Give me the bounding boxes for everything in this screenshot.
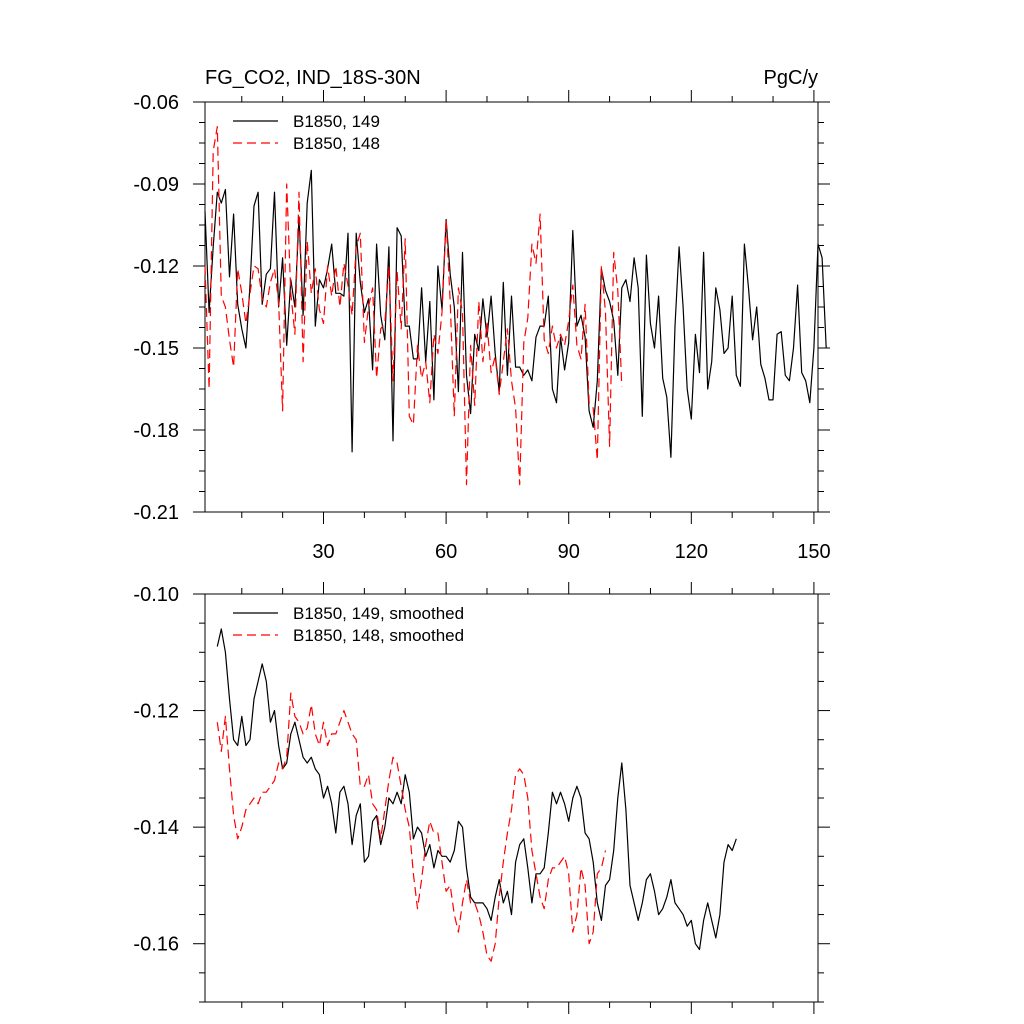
bottom-legend: B1850, 149, smoothed B1850, 148, smoothed bbox=[233, 604, 464, 645]
legend-label-2: B1850, 148 bbox=[293, 134, 380, 153]
y-tick-label: -0.06 bbox=[133, 92, 179, 114]
legend-label-1: B1850, 149 bbox=[293, 112, 380, 131]
x-tick-label: 150 bbox=[797, 541, 830, 563]
series-line-1 bbox=[204, 169, 827, 458]
y-tick-label: -0.14 bbox=[133, 817, 179, 839]
y-tick-label: -0.18 bbox=[133, 420, 179, 442]
x-tick-label: 120 bbox=[675, 541, 708, 563]
series-line-2 bbox=[204, 125, 623, 486]
chart-units-label: PgC/y bbox=[764, 67, 818, 89]
y-tick-label: -0.16 bbox=[133, 934, 179, 956]
y-tick-label: -0.12 bbox=[133, 256, 179, 278]
y-tick-label: -0.21 bbox=[133, 502, 179, 524]
series-line-1 bbox=[216, 628, 737, 951]
top-legend: B1850, 149 B1850, 148 bbox=[233, 112, 380, 153]
y-tick-label: -0.10 bbox=[133, 584, 179, 606]
y-tick-label: -0.09 bbox=[133, 174, 179, 196]
top-axis-ticks bbox=[193, 90, 830, 524]
x-tick-label: 90 bbox=[558, 541, 580, 563]
bottom-axis-ticks bbox=[193, 582, 830, 1014]
top-chart-panel: FG_CO2, IND_18S-30N PgC/y -0.06 -0.09 -0.1… bbox=[133, 67, 830, 563]
legend-label-2: B1850, 148, smoothed bbox=[293, 626, 464, 645]
bottom-series-lines bbox=[216, 628, 737, 962]
series-line-2 bbox=[216, 692, 607, 962]
chart-title-left: FG_CO2, IND_18S-30N bbox=[205, 67, 421, 89]
y-tick-label: -0.15 bbox=[133, 338, 179, 360]
x-tick-label: 30 bbox=[312, 541, 334, 563]
top-series-lines bbox=[204, 125, 827, 486]
bottom-chart-panel: -0.10 -0.12 -0.14 -0.16 B1850, 149, smoothe… bbox=[133, 582, 830, 1014]
top-x-tick-labels: 30 60 90 120 150 bbox=[312, 541, 830, 563]
x-tick-label: 60 bbox=[435, 541, 457, 563]
legend-label-1: B1850, 149, smoothed bbox=[293, 604, 464, 623]
bottom-y-tick-labels: -0.10 -0.12 -0.14 -0.16 bbox=[133, 584, 179, 956]
y-tick-label: -0.12 bbox=[133, 701, 179, 723]
top-y-tick-labels: -0.06 -0.09 -0.12 -0.15 -0.18 -0.21 bbox=[133, 92, 179, 524]
